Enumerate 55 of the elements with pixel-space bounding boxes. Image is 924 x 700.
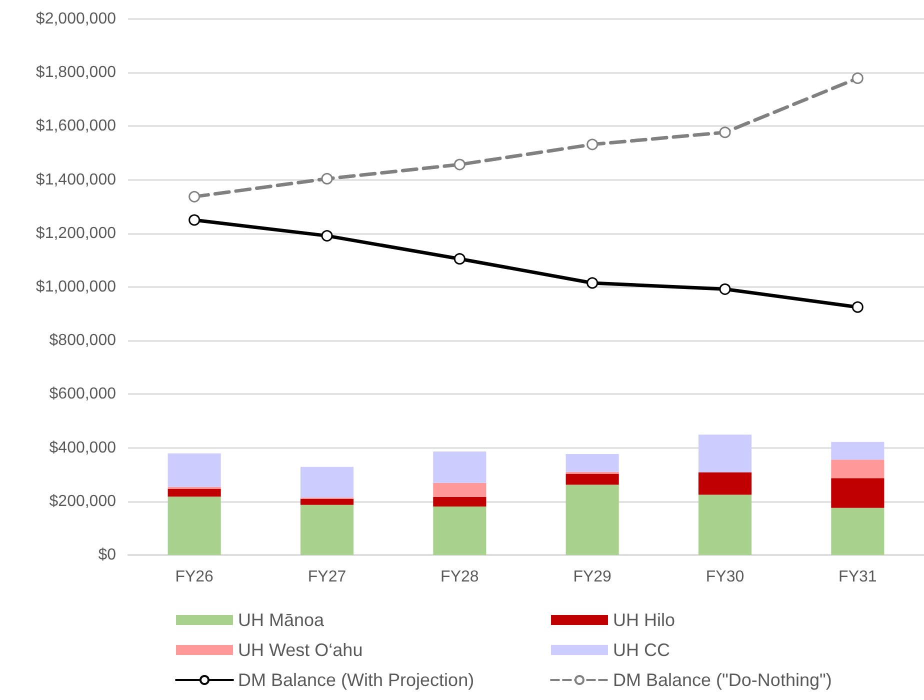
legend-label: UH Hilo — [613, 610, 676, 630]
bar — [433, 496, 486, 506]
bar — [698, 434, 752, 472]
point — [719, 126, 731, 138]
y-tick-label: $800,000 — [49, 332, 116, 350]
point — [188, 214, 200, 226]
x-tick-label: FY28 — [440, 568, 479, 586]
y-tick-label: $1,600,000 — [36, 118, 116, 135]
point — [852, 301, 864, 313]
bar — [698, 494, 752, 555]
x-tick-label: FY30 — [706, 568, 744, 586]
y-tick-label: $600,000 — [49, 386, 116, 403]
point — [454, 158, 466, 170]
bar — [831, 478, 884, 508]
bar — [433, 452, 486, 483]
bar — [831, 442, 884, 460]
y-tick-label: $200,000 — [49, 492, 116, 510]
y-tick-label: $2,000,000 — [36, 10, 116, 28]
bar — [300, 466, 354, 498]
legend-label: DM Balance ("Do-Nothing") — [613, 670, 832, 690]
bar — [300, 504, 354, 555]
legend-label: DM Balance (With Projection) — [238, 670, 474, 690]
bar — [168, 488, 221, 497]
point — [586, 277, 598, 289]
bar — [168, 453, 221, 487]
bar — [168, 496, 221, 555]
bar — [566, 454, 619, 472]
bar — [566, 484, 619, 555]
bar — [300, 498, 354, 505]
point — [321, 172, 333, 184]
x-tick-label: FY27 — [308, 568, 346, 586]
x-tick-label: FY29 — [573, 568, 612, 586]
point — [321, 230, 333, 242]
y-tick-label: $400,000 — [49, 439, 116, 456]
bar — [831, 508, 884, 555]
point — [586, 138, 598, 150]
bar — [698, 472, 752, 495]
y-tick-label: $1,000,000 — [36, 278, 116, 296]
point — [454, 253, 466, 265]
y-tick-label: $1,800,000 — [36, 64, 116, 82]
legend-label: UH West O‘ahu — [238, 640, 363, 660]
bar — [433, 506, 486, 555]
bar — [566, 474, 619, 485]
bar — [433, 482, 486, 497]
x-tick-label: FY31 — [838, 568, 877, 586]
legend-label: UH Mānoa — [238, 610, 326, 630]
y-tick-label: $1,200,000 — [36, 224, 116, 242]
x-tick-label: FY26 — [175, 568, 214, 586]
point — [719, 283, 731, 295]
point — [188, 190, 200, 202]
legend-label: UH CC — [613, 640, 670, 660]
bar — [831, 460, 884, 478]
y-tick-label: $0 — [98, 546, 116, 564]
y-tick-label: $1,400,000 — [36, 171, 116, 188]
point — [852, 72, 864, 84]
